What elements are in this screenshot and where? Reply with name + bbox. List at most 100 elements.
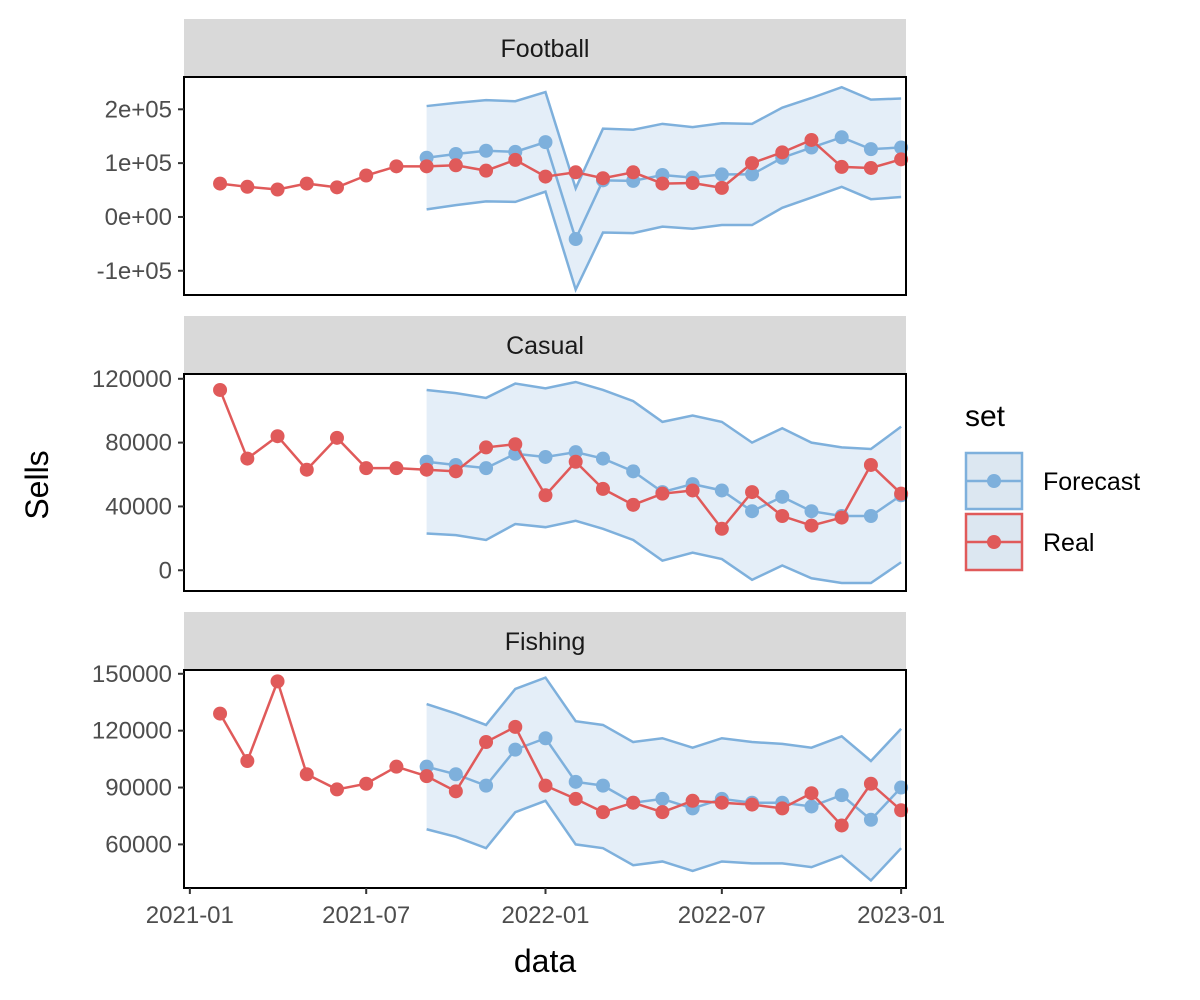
real-point-fishing [568, 791, 583, 806]
y-tick-label-football: 0e+00 [105, 204, 172, 231]
real-point-football [213, 176, 228, 191]
real-point-fishing [299, 767, 314, 782]
forecast-point-casual [626, 464, 641, 479]
real-point-fishing [508, 719, 523, 734]
panel-casual: Casual 0 40000 80000 120000 [92, 316, 909, 592]
strip-label-fishing: Fishing [505, 628, 586, 656]
real-point-football [448, 158, 463, 173]
y-tick-label-casual: 40000 [105, 493, 172, 520]
real-point-casual [626, 497, 641, 512]
real-point-casual [479, 440, 494, 455]
forecast-lower-line-football [426, 185, 902, 294]
forecast-point-fishing [538, 731, 553, 746]
real-point-football [568, 165, 583, 180]
forecast-point-football [745, 167, 760, 182]
real-point-fishing [419, 769, 434, 784]
strip-football [184, 19, 906, 77]
forecast-point-casual [863, 509, 878, 524]
forecast-lower-line-casual [426, 519, 902, 585]
y-tick-label-casual: 80000 [105, 430, 172, 457]
forecast-upper-line-football [426, 85, 902, 192]
forecast-point-fishing [448, 767, 463, 782]
y-tick-label-fishing: 60000 [105, 831, 172, 858]
real-point-football [419, 159, 434, 174]
forecast-point-football [479, 143, 494, 158]
real-point-fishing [834, 818, 849, 833]
forecast-point-football [538, 135, 553, 150]
strip-label-casual: Casual [506, 332, 584, 360]
panel-fishing: Fishing 60000 90000 120000 150000 [92, 612, 909, 889]
forecast-band-fishing [426, 677, 902, 881]
x-tick-label: 2022-07 [678, 902, 766, 929]
real-point-casual [863, 457, 878, 472]
real-point-football [270, 182, 285, 197]
y-tick-label-fishing: 90000 [105, 775, 172, 802]
panel-border-football [183, 76, 907, 296]
real-point-casual [538, 488, 553, 503]
strip-label-football: Football [501, 35, 590, 63]
forecast-upper-line-fishing [426, 676, 903, 763]
legend-title: set [965, 400, 1006, 433]
forecast-point-casual [775, 489, 790, 504]
real-point-casual [508, 437, 523, 452]
x-axis-title: data [514, 943, 576, 979]
real-point-football [834, 159, 849, 174]
strip-casual [184, 316, 906, 374]
real-point-fishing [685, 793, 700, 808]
y-tick-label-fishing: 120000 [92, 718, 172, 745]
y-tick-label-casual: 0 [159, 557, 172, 584]
real-point-football [714, 180, 729, 195]
real-point-fishing [655, 805, 670, 820]
legend-entry-forecast: Forecast [964, 451, 1140, 511]
real-point-casual [568, 454, 583, 469]
real-point-casual [389, 461, 404, 476]
x-axis: 2021-01 2021-07 2022-01 2022-07 2023-01 [146, 888, 945, 929]
legend-entry-real: Real [964, 512, 1094, 572]
forecast-point-fishing [804, 799, 819, 814]
real-point-football [359, 168, 374, 183]
forecast-point-casual [568, 445, 583, 460]
real-point-football [479, 163, 494, 178]
real-point-football [595, 171, 610, 186]
y-axis-title: Sells [19, 450, 55, 519]
forecast-point-football [568, 232, 583, 247]
forecast-point-football [714, 167, 729, 182]
forecast-point-casual [595, 451, 610, 466]
real-point-casual [745, 485, 760, 500]
legend-label-real: Real [1043, 529, 1094, 557]
real-point-fishing [213, 706, 228, 721]
real-point-casual [775, 509, 790, 524]
real-point-football [538, 169, 553, 184]
real-point-football [894, 152, 909, 167]
real-point-casual [685, 483, 700, 498]
forecast-point-casual [538, 449, 553, 464]
real-point-casual [894, 486, 909, 501]
real-point-fishing [626, 795, 641, 810]
y-tick-label-football: -1e+05 [97, 258, 172, 285]
forecast-point-football [894, 140, 909, 155]
real-point-fishing [538, 778, 553, 793]
real-point-football [626, 165, 641, 180]
y-tick-label-casual: 120000 [92, 366, 172, 393]
forecast-point-casual [479, 461, 494, 476]
real-point-casual [419, 462, 434, 477]
forecast-point-fishing [595, 778, 610, 793]
x-tick-label: 2022-01 [501, 902, 589, 929]
panel-football: Football -1e+05 0e+00 1e+05 2e+05 [97, 19, 909, 296]
real-point-fishing [714, 795, 729, 810]
forecast-point-football [834, 130, 849, 145]
real-point-fishing [270, 674, 285, 689]
y-tick-label-football: 1e+05 [105, 150, 172, 177]
real-point-casual [329, 430, 344, 445]
real-point-casual [804, 518, 819, 533]
real-point-fishing [389, 759, 404, 774]
forecast-point-fishing [568, 774, 583, 789]
legend-key-real-point [987, 535, 1001, 549]
real-point-casual [213, 382, 228, 397]
real-point-casual [595, 481, 610, 496]
forecast-point-casual [714, 483, 729, 498]
forecast-point-football [448, 146, 463, 161]
real-point-fishing [894, 803, 909, 818]
real-point-football [745, 156, 760, 171]
